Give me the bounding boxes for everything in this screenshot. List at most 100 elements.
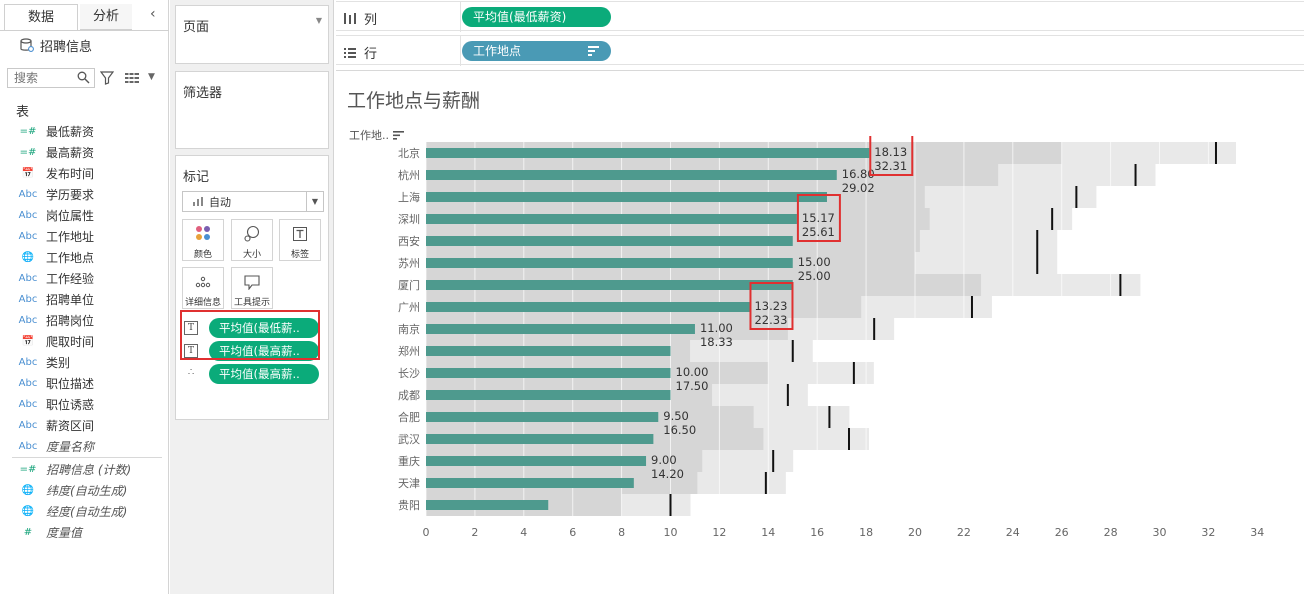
chevron-left-icon[interactable]: ‹ [150, 6, 156, 22]
field-item[interactable]: Abc 招聘单位 [0, 289, 168, 310]
category-label: 广州 [398, 301, 420, 314]
color-icon [183, 225, 223, 243]
sort-icon[interactable] [393, 130, 404, 140]
field-item[interactable]: 📅 爬取时间 [0, 331, 168, 352]
mark-type-label: 自动 [209, 195, 231, 209]
field-item[interactable]: Abc 薪资区间 [0, 415, 168, 436]
field-item[interactable]: 🌐 工作地点 [0, 247, 168, 268]
marks-card: 标记 自动 ▼ 颜色 大小 [175, 155, 329, 420]
chevron-down-icon[interactable]: ▼ [306, 192, 323, 211]
pages-card[interactable]: 页面 ▼ [175, 5, 329, 64]
field-label: 招聘单位 [46, 293, 95, 307]
x-tick-label: 30 [1153, 526, 1167, 539]
mark-pill[interactable]: 平均值(最高薪.. [209, 341, 319, 361]
data-label-min: 15.00 [798, 255, 831, 269]
field-label: 类别 [46, 356, 71, 370]
field-label: 工作地址 [46, 230, 95, 244]
shelf-separator [460, 36, 461, 66]
columns-pill[interactable]: 平均值(最低薪资) [462, 7, 611, 27]
globe-icon: 🌐 [21, 506, 35, 517]
field-item[interactable]: =# 最高薪资 [0, 142, 168, 163]
field-item[interactable]: 🌐 经度(自动生成) [0, 501, 168, 522]
x-tick-label: 20 [908, 526, 922, 539]
label-button[interactable]: 标签 [279, 219, 321, 261]
x-tick-label: 8 [618, 526, 625, 539]
datasource-item[interactable]: 招聘信息 [20, 36, 92, 55]
field-item[interactable]: =# 最低薪资 [0, 121, 168, 142]
tab-divider [0, 30, 169, 31]
tab-analysis[interactable]: 分析 [80, 4, 132, 30]
columns-shelf[interactable]: 列 平均值(最低薪资) [336, 1, 1304, 32]
search-icon[interactable] [77, 71, 90, 84]
size-label: 大小 [242, 250, 261, 260]
field-item[interactable]: Abc 岗位属性 [0, 205, 168, 226]
mark-pill[interactable]: 平均值(最低薪.. [209, 318, 319, 338]
x-tick-label: 16 [810, 526, 824, 539]
mark-pill-row-1[interactable]: T 平均值(最低薪.. [184, 318, 319, 338]
size-button[interactable]: 大小 [231, 219, 273, 261]
bar [426, 478, 634, 488]
pages-card-title: 页面 [183, 20, 210, 35]
sort-icon[interactable] [588, 46, 599, 56]
data-label-max: 32.31 [874, 159, 907, 173]
row-field-header[interactable]: 工作地.. [349, 127, 404, 143]
data-label-max: 16.50 [663, 423, 696, 437]
chevron-down-icon[interactable]: ▼ [148, 72, 155, 82]
database-icon [20, 38, 34, 52]
bar [426, 456, 647, 466]
search-input[interactable] [8, 69, 74, 87]
field-label: 招聘信息 (计数) [46, 463, 132, 477]
field-label: 学历要求 [46, 188, 95, 202]
field-label: 职位诱惑 [46, 398, 95, 412]
detail-dots-icon: ∴ [184, 367, 198, 381]
field-item[interactable]: # 度量值 [0, 522, 168, 543]
mark-pill-row-2[interactable]: T 平均值(最高薪.. [184, 341, 319, 361]
field-label: 工作地点 [46, 251, 95, 265]
chevron-down-icon[interactable]: ▼ [315, 16, 322, 25]
data-label-max: 29.02 [842, 181, 875, 195]
field-item[interactable]: Abc 类别 [0, 352, 168, 373]
detail-button[interactable]: 详细信息 [182, 267, 224, 309]
rows-pill[interactable]: 工作地点 [462, 41, 611, 61]
mark-pill-row-3[interactable]: ∴ 平均值(最高薪.. [184, 364, 319, 384]
field-item[interactable]: Abc 职位描述 [0, 373, 168, 394]
measure-icon: =# [19, 147, 37, 158]
mark-pill[interactable]: 平均值(最高薪.. [209, 364, 319, 384]
cards-column: 页面 ▼ 筛选器 标记 自动 ▼ 颜色 [170, 0, 334, 594]
tab-data[interactable]: 数据 [4, 4, 78, 30]
field-item[interactable]: =# 招聘信息 (计数) [0, 459, 168, 480]
color-button[interactable]: 颜色 [182, 219, 224, 261]
data-label-min: 9.50 [663, 409, 689, 423]
text-field-icon: Abc [18, 378, 38, 389]
x-tick-label: 22 [957, 526, 971, 539]
field-item[interactable]: Abc 工作经验 [0, 268, 168, 289]
date-icon: 📅 [21, 336, 35, 347]
category-label: 北京 [398, 146, 420, 160]
tooltip-button[interactable]: 工具提示 [231, 267, 273, 309]
field-item[interactable]: Abc 职位诱惑 [0, 394, 168, 415]
rows-shelf[interactable]: 行 工作地点 [336, 35, 1304, 66]
globe-icon: 🌐 [21, 252, 35, 263]
search-field[interactable] [7, 68, 95, 88]
text-field-icon: Abc [18, 210, 38, 221]
category-label: 西安 [398, 234, 420, 248]
field-label: 工作经验 [46, 272, 95, 286]
filters-card[interactable]: 筛选器 [175, 71, 329, 149]
field-item[interactable]: 📅 发布时间 [0, 163, 168, 184]
x-tick-label: 6 [569, 526, 576, 539]
measure-icon: =# [19, 126, 37, 137]
field-item[interactable]: Abc 招聘岗位 [0, 310, 168, 331]
x-tick-label: 26 [1055, 526, 1069, 539]
field-item[interactable]: Abc 工作地址 [0, 226, 168, 247]
bar-chart-icon [193, 197, 203, 206]
bar [426, 258, 793, 268]
text-field-icon: Abc [18, 294, 38, 305]
field-item[interactable]: Abc 度量名称 [0, 436, 168, 457]
filter-icon[interactable] [100, 71, 114, 85]
field-item[interactable]: Abc 学历要求 [0, 184, 168, 205]
field-item[interactable]: 🌐 纬度(自动生成) [0, 480, 168, 501]
rows-label: 行 [364, 47, 378, 62]
mark-type-dropdown[interactable]: 自动 ▼ [182, 191, 324, 212]
x-tick-label: 34 [1250, 526, 1264, 539]
list-view-icon[interactable] [124, 71, 140, 84]
